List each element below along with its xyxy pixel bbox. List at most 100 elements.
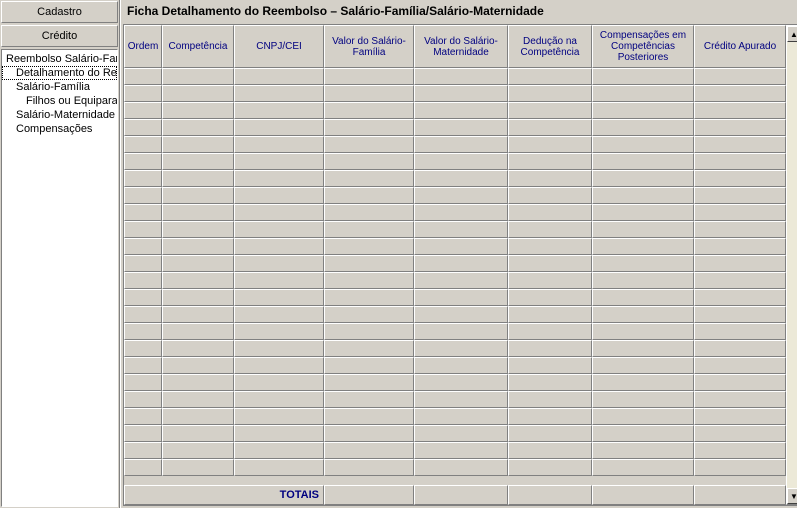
table-cell[interactable]	[414, 391, 508, 408]
table-cell[interactable]	[234, 459, 324, 476]
table-cell[interactable]	[124, 170, 162, 187]
table-row[interactable]	[124, 255, 786, 272]
table-cell[interactable]	[414, 102, 508, 119]
table-cell[interactable]	[414, 306, 508, 323]
table-cell[interactable]	[592, 340, 694, 357]
table-cell[interactable]	[592, 357, 694, 374]
table-cell[interactable]	[508, 442, 592, 459]
table-cell[interactable]	[234, 306, 324, 323]
table-cell[interactable]	[508, 272, 592, 289]
table-cell[interactable]	[414, 374, 508, 391]
table-cell[interactable]	[162, 408, 234, 425]
table-cell[interactable]	[414, 255, 508, 272]
table-cell[interactable]	[508, 425, 592, 442]
table-cell[interactable]	[234, 391, 324, 408]
table-cell[interactable]	[324, 153, 414, 170]
table-cell[interactable]	[124, 85, 162, 102]
table-cell[interactable]	[694, 170, 786, 187]
table-cell[interactable]	[234, 136, 324, 153]
table-cell[interactable]	[162, 204, 234, 221]
table-row[interactable]	[124, 221, 786, 238]
table-cell[interactable]	[234, 289, 324, 306]
table-cell[interactable]	[324, 340, 414, 357]
table-cell[interactable]	[694, 289, 786, 306]
table-cell[interactable]	[414, 459, 508, 476]
column-header[interactable]: Ordem	[124, 25, 162, 68]
table-cell[interactable]	[324, 442, 414, 459]
table-cell[interactable]	[508, 102, 592, 119]
table-cell[interactable]	[592, 255, 694, 272]
table-cell[interactable]	[592, 459, 694, 476]
table-cell[interactable]	[234, 425, 324, 442]
table-row[interactable]	[124, 187, 786, 204]
table-cell[interactable]	[508, 221, 592, 238]
table-cell[interactable]	[508, 374, 592, 391]
table-cell[interactable]	[124, 255, 162, 272]
table-cell[interactable]	[162, 136, 234, 153]
table-row[interactable]	[124, 119, 786, 136]
table-cell[interactable]	[694, 68, 786, 85]
table-cell[interactable]	[694, 340, 786, 357]
table-cell[interactable]	[508, 119, 592, 136]
table-cell[interactable]	[694, 357, 786, 374]
table-cell[interactable]	[234, 238, 324, 255]
table-cell[interactable]	[414, 221, 508, 238]
table-cell[interactable]	[324, 323, 414, 340]
table-cell[interactable]	[162, 119, 234, 136]
table-cell[interactable]	[414, 357, 508, 374]
table-row[interactable]	[124, 323, 786, 340]
table-cell[interactable]	[234, 357, 324, 374]
table-cell[interactable]	[124, 374, 162, 391]
table-cell[interactable]	[414, 68, 508, 85]
table-cell[interactable]	[234, 102, 324, 119]
table-cell[interactable]	[508, 68, 592, 85]
table-cell[interactable]	[694, 374, 786, 391]
column-header[interactable]: Competência	[162, 25, 234, 68]
table-cell[interactable]	[694, 204, 786, 221]
table-cell[interactable]	[124, 119, 162, 136]
table-cell[interactable]	[162, 425, 234, 442]
table-cell[interactable]	[592, 442, 694, 459]
table-cell[interactable]	[508, 170, 592, 187]
table-cell[interactable]	[508, 85, 592, 102]
table-cell[interactable]	[592, 204, 694, 221]
table-cell[interactable]	[162, 68, 234, 85]
table-cell[interactable]	[592, 306, 694, 323]
table-cell[interactable]	[324, 306, 414, 323]
table-cell[interactable]	[592, 374, 694, 391]
table-row[interactable]	[124, 85, 786, 102]
table-cell[interactable]	[508, 408, 592, 425]
table-cell[interactable]	[162, 374, 234, 391]
table-cell[interactable]	[234, 85, 324, 102]
table-cell[interactable]	[508, 340, 592, 357]
table-cell[interactable]	[592, 153, 694, 170]
table-row[interactable]	[124, 442, 786, 459]
table-cell[interactable]	[234, 340, 324, 357]
table-cell[interactable]	[414, 442, 508, 459]
table-cell[interactable]	[508, 357, 592, 374]
table-cell[interactable]	[694, 153, 786, 170]
table-cell[interactable]	[414, 153, 508, 170]
table-cell[interactable]	[124, 102, 162, 119]
table-cell[interactable]	[124, 442, 162, 459]
table-cell[interactable]	[324, 374, 414, 391]
table-cell[interactable]	[124, 391, 162, 408]
tree-item[interactable]: Filhos ou Equiparados	[2, 94, 117, 108]
table-cell[interactable]	[592, 238, 694, 255]
table-cell[interactable]	[414, 408, 508, 425]
table-cell[interactable]	[162, 187, 234, 204]
table-cell[interactable]	[162, 340, 234, 357]
table-cell[interactable]	[162, 459, 234, 476]
table-cell[interactable]	[694, 238, 786, 255]
table-cell[interactable]	[508, 204, 592, 221]
table-cell[interactable]	[324, 119, 414, 136]
table-cell[interactable]	[162, 323, 234, 340]
table-cell[interactable]	[234, 153, 324, 170]
table-cell[interactable]	[592, 119, 694, 136]
table-cell[interactable]	[694, 136, 786, 153]
table-cell[interactable]	[234, 204, 324, 221]
table-cell[interactable]	[414, 289, 508, 306]
table-cell[interactable]	[414, 119, 508, 136]
table-row[interactable]	[124, 340, 786, 357]
table-cell[interactable]	[694, 221, 786, 238]
